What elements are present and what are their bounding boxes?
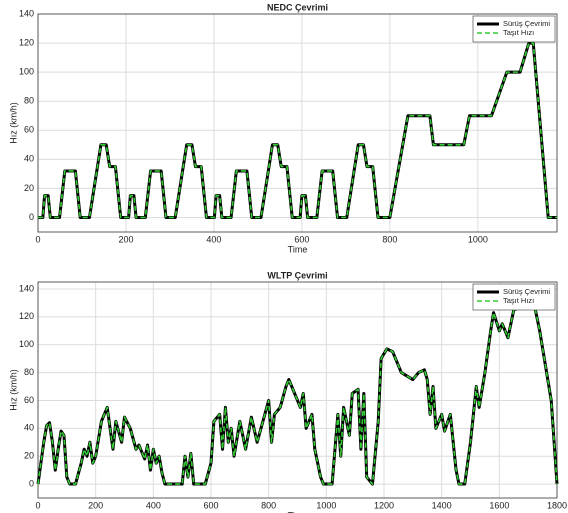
y-axis-label: Hız (km/h) — [8, 102, 18, 144]
legend-box — [472, 283, 556, 311]
y-tick-label: 80 — [24, 367, 34, 377]
x-tick-label: 600 — [294, 234, 309, 244]
x-axis-label: Time — [288, 244, 308, 254]
legend-label: Taşıt Hızı — [503, 296, 534, 305]
y-tick-label: 40 — [24, 154, 34, 164]
y-tick-label: 0 — [29, 478, 34, 488]
y-tick-label: 140 — [19, 8, 34, 18]
x-tick-label: 0 — [35, 234, 40, 244]
x-tick-label: 1600 — [489, 500, 509, 510]
x-tick-label: 400 — [146, 500, 161, 510]
y-tick-label: 120 — [19, 311, 34, 321]
y-tick-label: 120 — [19, 37, 34, 47]
y-tick-label: 20 — [24, 451, 34, 461]
plot-frame — [37, 281, 558, 499]
x-tick-label: 800 — [261, 500, 276, 510]
x-tick-label: 1200 — [374, 500, 394, 510]
series-line — [37, 302, 558, 485]
x-tick-label: 0 — [35, 500, 40, 510]
series-line — [38, 42, 557, 219]
legend-label: Sürüş Çevrimi — [503, 287, 550, 296]
x-tick-label: 200 — [88, 500, 103, 510]
x-tick-label: 1400 — [432, 500, 452, 510]
series-line — [36, 301, 559, 486]
y-tick-label: 60 — [24, 125, 34, 135]
x-axis-label: Time — [288, 510, 308, 513]
y-tick-label: 100 — [19, 339, 34, 349]
chart-title: WLTP Çevrimi — [267, 270, 327, 280]
plot-frame — [37, 13, 558, 233]
y-tick-label: 20 — [24, 183, 34, 193]
legend-label: Sürüş Çevrimi — [503, 19, 550, 28]
y-tick-label: 40 — [24, 423, 34, 433]
y-axis-label: Hız (km/h) — [8, 369, 18, 411]
chart-title: NEDC Çevrimi — [267, 2, 328, 12]
legend-box — [472, 15, 556, 43]
y-tick-label: 60 — [24, 395, 34, 405]
y-tick-label: 100 — [19, 67, 34, 77]
x-tick-label: 1000 — [468, 234, 488, 244]
x-tick-label: 200 — [118, 234, 133, 244]
x-tick-label: 400 — [206, 234, 221, 244]
y-tick-label: 80 — [24, 96, 34, 106]
x-tick-label: 1800 — [547, 500, 567, 510]
x-tick-label: 1000 — [316, 500, 336, 510]
x-tick-label: 800 — [382, 234, 397, 244]
x-tick-label: 600 — [203, 500, 218, 510]
y-tick-label: 140 — [19, 283, 34, 293]
y-tick-label: 0 — [29, 212, 34, 222]
legend-label: Taşıt Hızı — [503, 28, 534, 37]
